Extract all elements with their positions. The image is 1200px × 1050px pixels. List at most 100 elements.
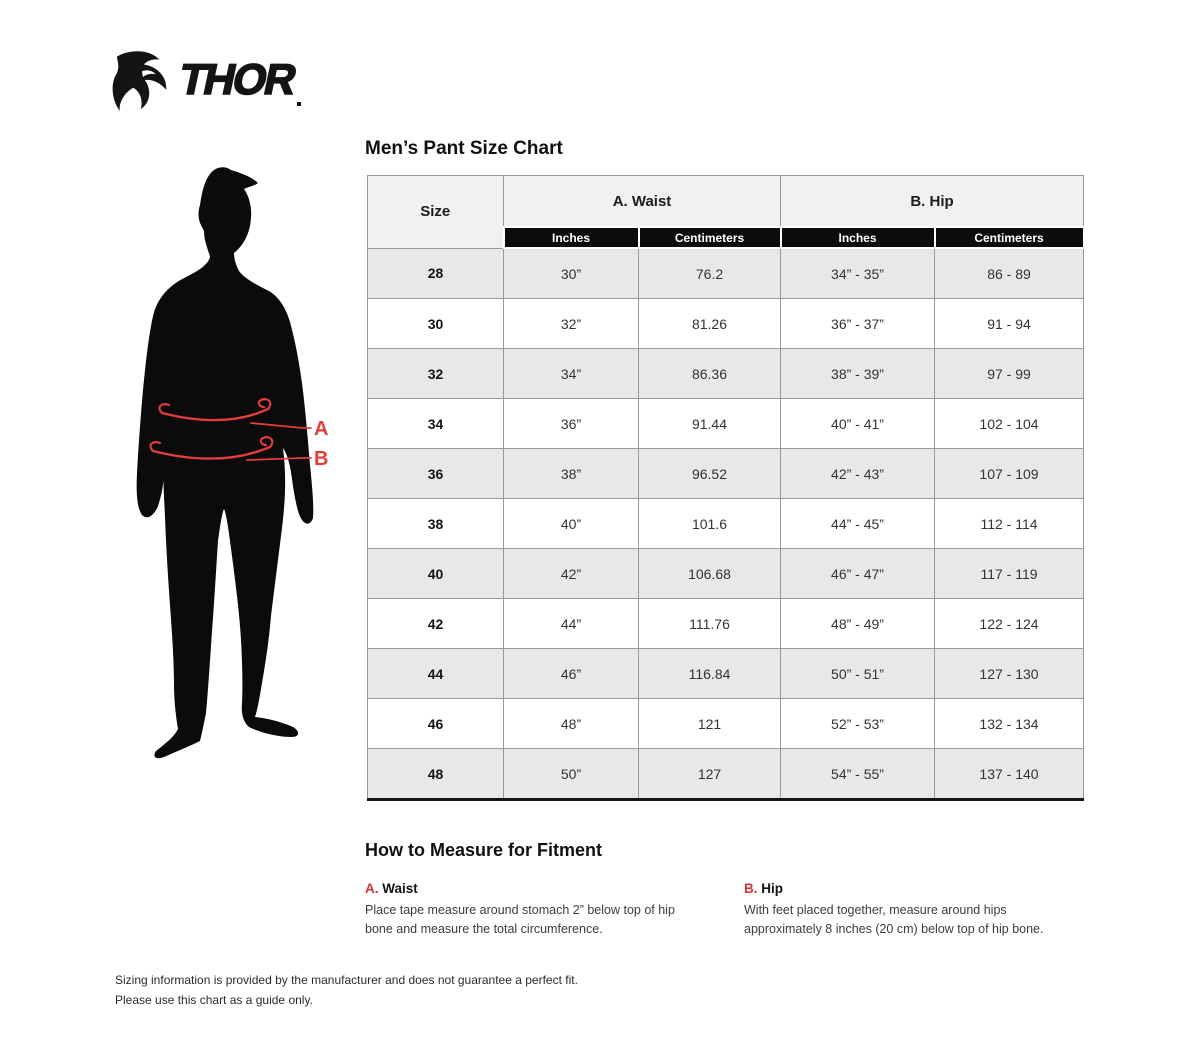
- cell-hip-in: 52” - 53”: [780, 698, 935, 749]
- cell-waist-cm: 91.44: [638, 398, 781, 449]
- subheader-hip-inches: Inches: [779, 226, 936, 249]
- measure-name-hip: Hip: [761, 881, 784, 896]
- waist-tape-curl-left: [158, 403, 171, 415]
- table-header-row: Size A. Waist B. Hip: [367, 175, 1084, 249]
- cell-hip-in: 44” - 45”: [780, 498, 935, 549]
- measure-key-b: B.: [744, 881, 758, 896]
- brand-wordmark: THOR: [174, 55, 300, 105]
- cell-size: 46: [367, 698, 504, 749]
- brand-logo: THOR: [110, 48, 301, 112]
- cell-waist-in: 50”: [503, 748, 639, 800]
- table-row: 42 44” 111.76 48” - 49” 122 - 124: [367, 598, 1084, 649]
- how-to-measure-heading: How to Measure for Fitment: [365, 840, 603, 860]
- subheader-waist-inches: Inches: [502, 226, 640, 249]
- figure-label-b: B: [314, 448, 328, 470]
- cell-waist-in: 42”: [503, 548, 639, 599]
- table-row: 44 46” 116.84 50” - 51” 127 - 130: [367, 648, 1084, 699]
- subheader-hip-centimeters: Centimeters: [933, 226, 1085, 249]
- cell-hip-cm: 127 - 130: [934, 648, 1084, 699]
- table-row: 48 50” 127 54” - 55” 137 - 140: [367, 748, 1084, 800]
- page-title: Men’s Pant Size Chart: [365, 138, 563, 159]
- cell-size: 40: [367, 548, 504, 599]
- cell-hip-in: 42” - 43”: [780, 448, 935, 499]
- waist-leader-line: [250, 422, 312, 429]
- cell-waist-cm: 76.2: [638, 247, 781, 299]
- table-row: 38 40” 101.6 44” - 45” 112 - 114: [367, 498, 1084, 549]
- cell-waist-in: 40”: [503, 498, 639, 549]
- cell-waist-cm: 127: [638, 748, 781, 800]
- cell-hip-in: 54” - 55”: [780, 748, 935, 800]
- cell-waist-cm: 81.26: [638, 298, 781, 349]
- col-header-size: Size: [367, 175, 504, 249]
- hip-tape-curl-right: [259, 436, 274, 449]
- cell-waist-in: 44”: [503, 598, 639, 649]
- measure-key-a: A.: [365, 881, 379, 896]
- hip-leader-line: [246, 457, 312, 461]
- cell-hip-in: 34” - 35”: [780, 247, 935, 299]
- table-row: 46 48” 121 52” - 53” 132 - 134: [367, 698, 1084, 749]
- measure-item-waist: A. Waist Place tape measure around stoma…: [365, 881, 744, 940]
- cell-waist-in: 30”: [503, 247, 639, 299]
- hip-tape-arc: [151, 445, 272, 460]
- table-row: 28 30” 76.2 34” - 35” 86 - 89: [367, 247, 1084, 299]
- table-row: 30 32” 81.26 36” - 37” 91 - 94: [367, 298, 1084, 349]
- waist-tape-arc: [160, 407, 270, 422]
- size-chart-table: Size A. Waist B. Hip Inches Centimeters …: [367, 175, 1085, 801]
- disclaimer: Sizing information is provided by the ma…: [115, 971, 578, 1011]
- measure-item-title: A. Waist: [365, 881, 744, 896]
- cell-hip-cm: 137 - 140: [934, 748, 1084, 800]
- measure-name-waist: Waist: [382, 881, 418, 896]
- cell-waist-in: 48”: [503, 698, 639, 749]
- cell-waist-cm: 116.84: [638, 648, 781, 699]
- cell-size: 48: [367, 748, 504, 800]
- thor-goat-icon: [110, 48, 172, 112]
- cell-hip-in: 36” - 37”: [780, 298, 935, 349]
- cell-waist-cm: 101.6: [638, 498, 781, 549]
- cell-hip-cm: 122 - 124: [934, 598, 1084, 649]
- cell-waist-cm: 106.68: [638, 548, 781, 599]
- measure-text-waist: Place tape measure around stomach 2” bel…: [365, 903, 675, 937]
- table-row: 34 36” 91.44 40” - 41” 102 - 104: [367, 398, 1084, 449]
- cell-hip-in: 50” - 51”: [780, 648, 935, 699]
- cell-hip-cm: 107 - 109: [934, 448, 1084, 499]
- cell-hip-cm: 132 - 134: [934, 698, 1084, 749]
- cell-hip-cm: 117 - 119: [934, 548, 1084, 599]
- cell-waist-in: 34”: [503, 348, 639, 399]
- table-row: 40 42” 106.68 46” - 47” 117 - 119: [367, 548, 1084, 599]
- cell-waist-in: 46”: [503, 648, 639, 699]
- brand-wordmark-dot: [296, 102, 301, 106]
- hip-tape-curl-left: [149, 441, 162, 453]
- cell-hip-cm: 112 - 114: [934, 498, 1084, 549]
- cell-hip-in: 40” - 41”: [780, 398, 935, 449]
- waist-tape-curl-right: [257, 398, 272, 411]
- cell-size: 42: [367, 598, 504, 649]
- cell-hip-cm: 86 - 89: [934, 247, 1084, 299]
- cell-hip-in: 38” - 39”: [780, 348, 935, 399]
- cell-hip-cm: 97 - 99: [934, 348, 1084, 399]
- cell-hip-in: 46” - 47”: [780, 548, 935, 599]
- cell-size: 44: [367, 648, 504, 699]
- cell-waist-in: 38”: [503, 448, 639, 499]
- subheader-waist-centimeters: Centimeters: [637, 226, 782, 249]
- cell-size: 30: [367, 298, 504, 349]
- cell-hip-cm: 102 - 104: [934, 398, 1084, 449]
- cell-size: 34: [367, 398, 504, 449]
- cell-waist-in: 36”: [503, 398, 639, 449]
- table-row: 32 34” 86.36 38” - 39” 97 - 99: [367, 348, 1084, 399]
- disclaimer-line-1: Sizing information is provided by the ma…: [115, 973, 578, 987]
- cell-waist-cm: 96.52: [638, 448, 781, 499]
- cell-waist-cm: 111.76: [638, 598, 781, 649]
- cell-hip-in: 48” - 49”: [780, 598, 935, 649]
- measurement-figure: A B: [115, 160, 360, 790]
- col-header-hip: B. Hip: [780, 175, 1084, 228]
- cell-size: 36: [367, 448, 504, 499]
- how-to-measure-section: How to Measure for Fitment A. Waist Plac…: [365, 840, 1085, 940]
- cell-size: 28: [367, 247, 504, 299]
- cell-waist-cm: 121: [638, 698, 781, 749]
- col-header-waist: A. Waist: [503, 175, 781, 228]
- measure-item-title: B. Hip: [744, 881, 1085, 896]
- cell-waist-in: 32”: [503, 298, 639, 349]
- cell-size: 38: [367, 498, 504, 549]
- measure-text-hip: With feet placed together, measure aroun…: [744, 903, 1044, 937]
